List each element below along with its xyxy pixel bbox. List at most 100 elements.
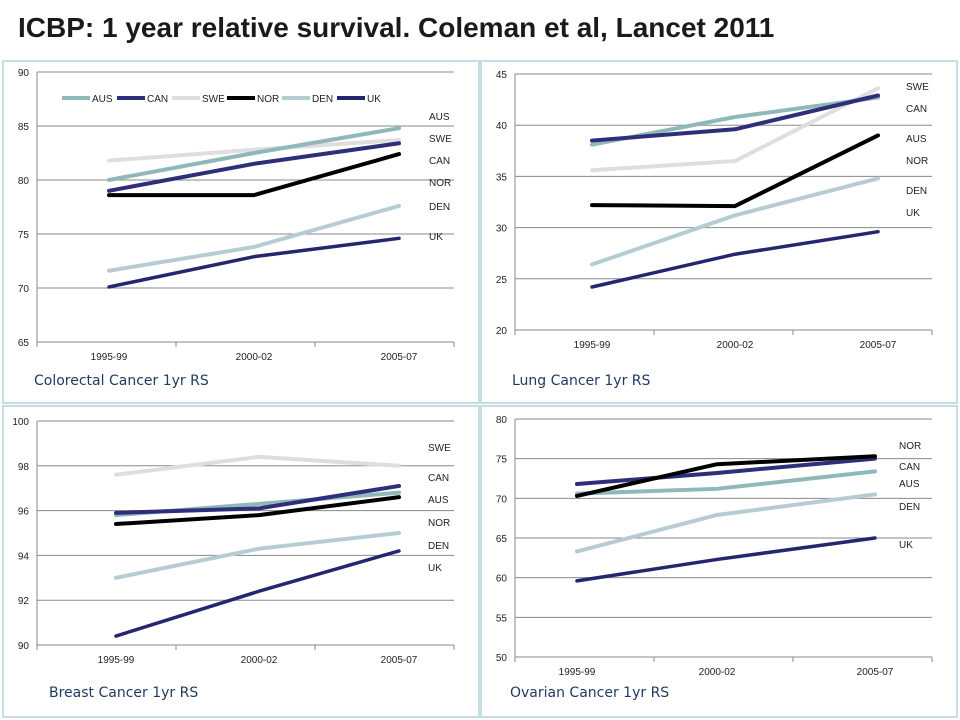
series-end-label: DEN [899, 502, 920, 513]
series-line-can [590, 93, 880, 143]
series-end-label: UK [906, 208, 920, 219]
chart-colorectal: 65 70 75 80 85 90 1995-99 2000-02 2005-07 AUS SWE C… [18, 68, 455, 363]
series-line-den [114, 531, 401, 580]
legend-label: UK [367, 94, 381, 105]
x-tick-label: 1995-99 [98, 655, 135, 666]
x-tick-label: 2005-07 [381, 352, 418, 363]
y-tick-label: 80 [18, 176, 30, 187]
series-end-label: AUS [906, 134, 927, 145]
series-end-label: NOR [429, 178, 451, 189]
y-tick-label: 65 [496, 534, 508, 545]
y-tick-label: 92 [18, 596, 30, 607]
x-tick-label: 2000-02 [717, 340, 754, 351]
series-line-aus [107, 126, 401, 182]
x-tick-label: 1995-99 [559, 667, 596, 678]
series-end-label: CAN [429, 156, 450, 167]
chart-caption: Lung Cancer 1yr RS [512, 373, 651, 389]
series-line-uk [107, 236, 401, 289]
series-end-label: SWE [906, 82, 929, 93]
y-tick-label: 20 [496, 326, 508, 337]
series-line-can [114, 483, 401, 515]
series-end-label: NOR [906, 156, 928, 167]
x-tick-label: 2000-02 [236, 352, 273, 363]
series-line-den [107, 203, 401, 273]
series-line-swe [107, 138, 401, 163]
series-line-uk [575, 536, 877, 583]
series-line-swe [114, 454, 401, 477]
series-end-label: NOR [899, 441, 921, 452]
series-line-nor [107, 152, 401, 198]
x-tick-label: 2005-07 [857, 667, 894, 678]
x-tick-label: 1995-99 [574, 340, 611, 351]
chart-ovarian: 50 55 60 65 70 75 80 1995-99 2000-02 2005-07 NOR CA… [496, 415, 933, 678]
series-end-label: DEN [428, 541, 449, 552]
y-tick-label: 96 [18, 507, 30, 518]
legend-label: AUS [92, 94, 113, 105]
series-end-label: DEN [429, 202, 450, 213]
series-line-uk [590, 229, 880, 289]
legend-label: NOR [257, 94, 279, 105]
page-title: ICBP: 1 year relative survival. Coleman … [18, 12, 775, 43]
y-tick-label: 70 [496, 494, 508, 505]
chart-panel-colorectal: 65 70 75 80 85 90 1995-99 2000-02 2005-07 AUS SWE C… [2, 60, 480, 404]
y-tick-label: 35 [496, 172, 508, 183]
chart-panel-breast: 90 92 94 96 98 100 1995-99 2000-02 2005-07 SWE CAN… [2, 405, 480, 718]
series-line-nor [114, 495, 401, 527]
y-tick-label: 50 [496, 653, 508, 664]
y-tick-label: 55 [496, 613, 508, 624]
y-tick-label: 90 [18, 641, 30, 652]
series-line-can [107, 141, 401, 193]
series-end-label: CAN [428, 473, 449, 484]
chart-lung: 20 25 30 35 40 45 1995-99 2000-02 2005-07 SWE CAN A… [496, 70, 933, 351]
legend-label: DEN [312, 94, 333, 105]
series-line-nor [590, 133, 880, 209]
series-line-nor [575, 454, 877, 498]
chart-caption: Breast Cancer 1yr RS [49, 685, 199, 701]
y-tick-label: 94 [18, 551, 30, 562]
y-tick-label: 60 [496, 574, 508, 585]
legend-label: CAN [147, 94, 168, 105]
series-end-label: SWE [429, 134, 452, 145]
series-end-label: AUS [428, 495, 449, 506]
series-end-label: CAN [899, 462, 920, 473]
chart-panel-lung: 20 25 30 35 40 45 1995-99 2000-02 2005-07 SWE CAN A… [480, 60, 958, 404]
series-end-label: CAN [906, 104, 927, 115]
series-end-label: DEN [906, 186, 927, 197]
chart-panel-ovarian: 50 55 60 65 70 75 80 1995-99 2000-02 2005-07 NOR CA… [480, 405, 958, 718]
y-tick-label: 40 [496, 121, 508, 132]
series-line-can [575, 456, 877, 487]
chart-caption: Colorectal Cancer 1yr RS [34, 373, 209, 389]
chart-breast: 90 92 94 96 98 100 1995-99 2000-02 2005-07 SWE CAN… [12, 417, 455, 666]
y-tick-label: 98 [18, 462, 30, 473]
x-tick-label: 1995-99 [91, 352, 128, 363]
series-line-den [575, 492, 877, 554]
y-tick-label: 30 [496, 224, 508, 235]
series-line-den [590, 176, 880, 267]
series-line-swe [590, 86, 880, 173]
y-tick-label: 45 [496, 70, 508, 81]
x-tick-label: 2000-02 [241, 655, 278, 666]
series-end-label: AUS [899, 479, 920, 490]
y-tick-label: 75 [18, 230, 30, 241]
y-tick-label: 80 [496, 415, 508, 426]
y-tick-label: 90 [18, 68, 30, 79]
series-end-label: UK [428, 563, 442, 574]
y-tick-label: 65 [18, 338, 30, 349]
series-end-label: UK [429, 232, 443, 243]
series-line-uk [114, 549, 401, 638]
x-tick-label: 2005-07 [381, 655, 418, 666]
y-tick-label: 100 [12, 417, 29, 428]
x-tick-label: 2005-07 [860, 340, 897, 351]
chart-caption: Ovarian Cancer 1yr RS [510, 685, 670, 701]
series-end-label: SWE [428, 443, 451, 454]
y-tick-label: 85 [18, 122, 30, 133]
series-end-label: UK [899, 540, 913, 551]
series-line-aus [575, 469, 877, 496]
x-tick-label: 2000-02 [699, 667, 736, 678]
y-tick-label: 75 [496, 455, 508, 466]
series-end-label: AUS [429, 112, 450, 123]
y-tick-label: 70 [18, 284, 30, 295]
series-end-label: NOR [428, 518, 450, 529]
y-tick-label: 25 [496, 275, 508, 286]
legend-label: SWE [202, 94, 225, 105]
